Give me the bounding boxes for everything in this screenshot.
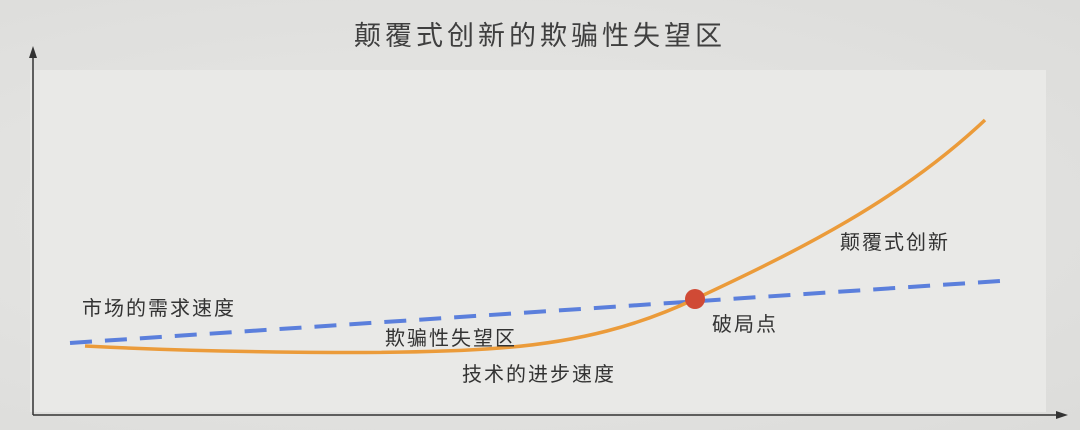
- tech-progress-curve: [84, 118, 987, 355]
- tech-progress-label: 技术的进步速度: [462, 362, 616, 386]
- breakthrough-point-label: 破局点: [712, 312, 778, 336]
- disruptive-innovation-label: 颠覆式创新: [840, 230, 950, 254]
- market-demand-label: 市场的需求速度: [82, 296, 236, 320]
- disappointment-zone-label: 欺骗性失望区: [385, 326, 517, 350]
- x-axis-arrow: [1056, 411, 1068, 419]
- breakthrough-point-marker: [685, 289, 705, 309]
- y-axis-arrow: [29, 46, 37, 58]
- plot-area: [30, 70, 1046, 412]
- diagram-title: 颠覆式创新的欺骗性失望区: [354, 21, 726, 52]
- market-demand-line: [69, 279, 1001, 345]
